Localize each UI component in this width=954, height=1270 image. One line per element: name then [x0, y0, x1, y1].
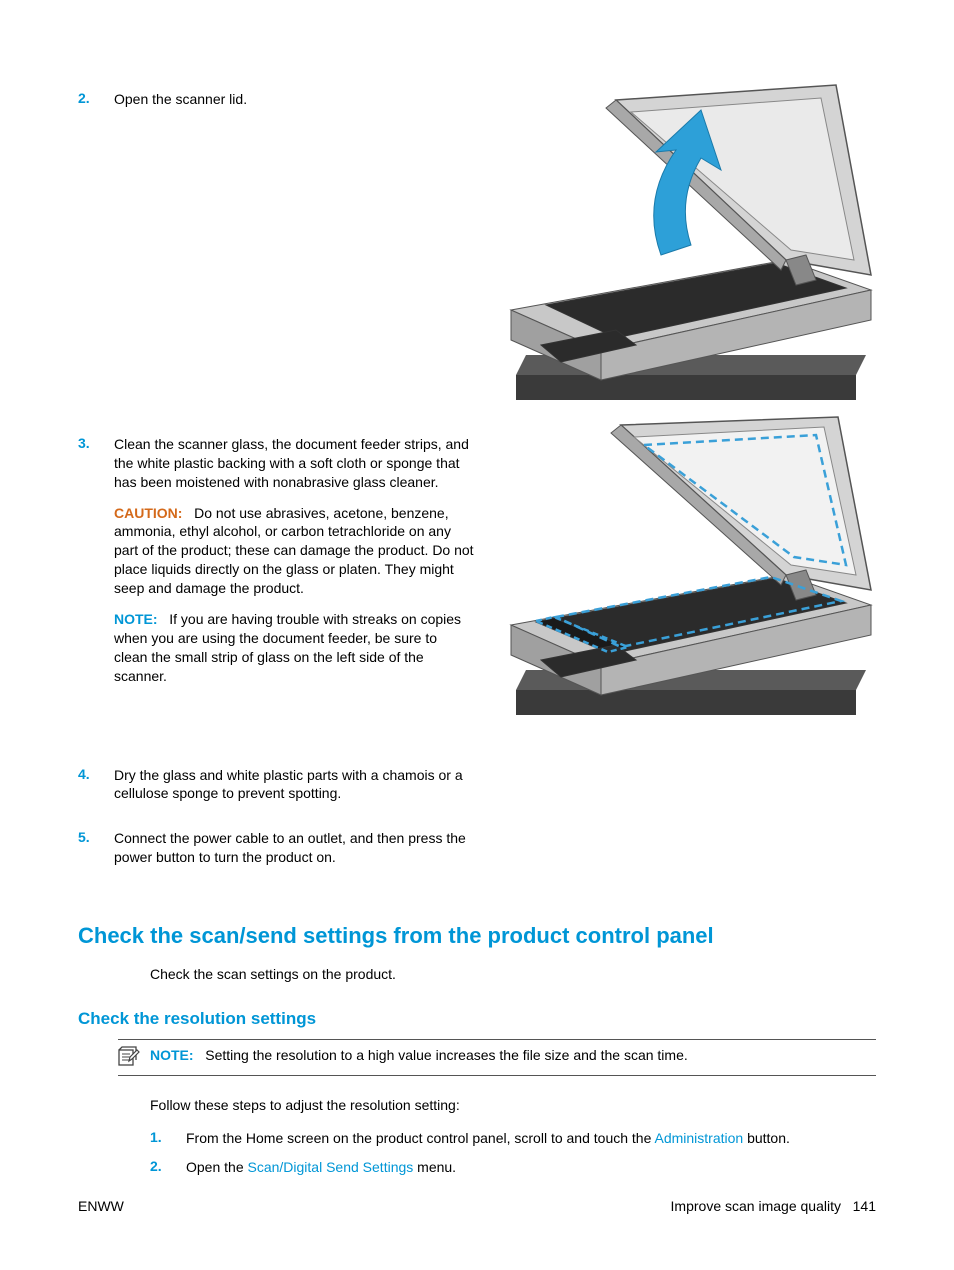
- note-box: NOTE: Setting the resolution to a high v…: [118, 1039, 876, 1076]
- footer-left: ENWW: [78, 1198, 124, 1214]
- step-body: From the Home screen on the product cont…: [186, 1129, 866, 1148]
- page-footer: ENWW Improve scan image quality 141: [78, 1198, 876, 1214]
- step-number: 5.: [78, 829, 114, 845]
- step-item: 5.Connect the power cable to an outlet, …: [78, 829, 876, 879]
- substep-item: 2.Open the Scan/Digital Send Settings me…: [150, 1158, 876, 1177]
- step-paragraph: CAUTION: Do not use abrasives, acetone, …: [114, 504, 474, 598]
- step-body: Open the scanner lid.: [114, 90, 474, 121]
- step-body: Dry the glass and white plastic parts wi…: [114, 766, 474, 816]
- follow-steps-text: Follow these steps to adjust the resolut…: [150, 1096, 876, 1116]
- figure-scanner-open: [506, 80, 876, 410]
- step-paragraph: Dry the glass and white plastic parts wi…: [114, 766, 474, 804]
- step-paragraph: Connect the power cable to an outlet, an…: [114, 829, 474, 867]
- substep-item: 1.From the Home screen on the product co…: [150, 1129, 876, 1148]
- callout-label: CAUTION:: [114, 505, 182, 521]
- step-paragraph: Open the scanner lid.: [114, 90, 474, 109]
- inline-link[interactable]: Administration: [654, 1130, 743, 1146]
- step-item: 4.Dry the glass and white plastic parts …: [78, 766, 876, 816]
- step-number: 1.: [150, 1129, 186, 1145]
- step-body: Clean the scanner glass, the document fe…: [114, 435, 474, 698]
- note-icon: [118, 1046, 144, 1069]
- step-paragraph: NOTE: If you are having trouble with str…: [114, 610, 474, 686]
- figure-scanner-clean: [506, 415, 876, 725]
- step-number: 4.: [78, 766, 114, 782]
- footer-right: Improve scan image quality 141: [671, 1198, 876, 1214]
- step-number: 3.: [78, 435, 114, 451]
- step-body: Open the Scan/Digital Send Settings menu…: [186, 1158, 866, 1177]
- inline-link[interactable]: Scan/Digital Send Settings: [248, 1159, 414, 1175]
- step-body: Connect the power cable to an outlet, an…: [114, 829, 474, 879]
- step-paragraph: Clean the scanner glass, the document fe…: [114, 435, 474, 492]
- steps-sub-list: 1.From the Home screen on the product co…: [150, 1129, 876, 1177]
- step-number: 2.: [78, 90, 114, 106]
- heading1-sub-text: Check the scan settings on the product.: [150, 965, 876, 985]
- heading-check-resolution: Check the resolution settings: [78, 1009, 876, 1029]
- note-box-text: NOTE: Setting the resolution to a high v…: [150, 1046, 688, 1066]
- callout-label: NOTE:: [114, 611, 158, 627]
- heading-check-scan-send: Check the scan/send settings from the pr…: [78, 923, 876, 949]
- step-number: 2.: [150, 1158, 186, 1174]
